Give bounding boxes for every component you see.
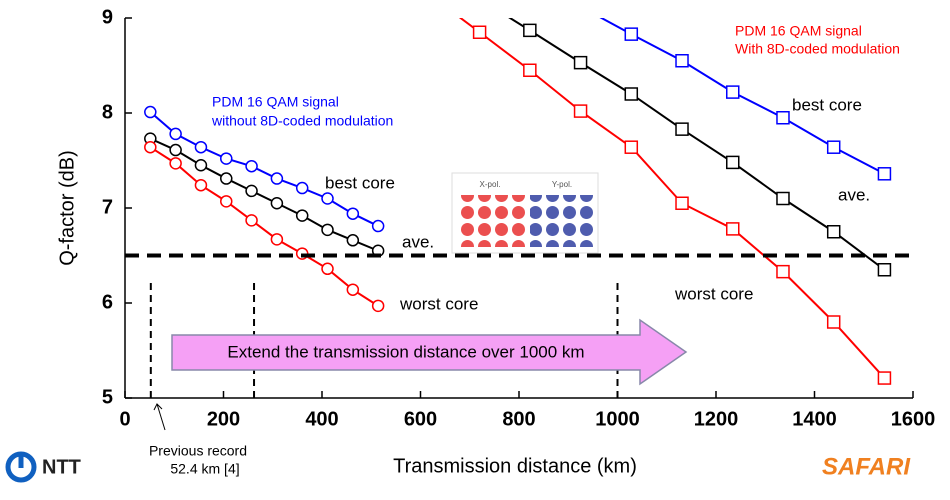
y-tick-label: 8 — [102, 101, 113, 123]
annotation: 52.4 km [4] — [170, 461, 239, 477]
point — [725, 222, 740, 236]
point — [220, 152, 233, 165]
point — [169, 127, 182, 141]
point — [877, 263, 892, 277]
point — [877, 167, 892, 181]
point — [144, 140, 157, 154]
point — [346, 283, 360, 296]
point — [245, 159, 258, 173]
point — [826, 315, 841, 329]
x-tick-label: 1600 — [891, 408, 936, 430]
point — [194, 140, 208, 154]
annotation: PDM 16 QAM signal — [212, 94, 339, 110]
arrow — [171, 318, 688, 386]
point — [826, 225, 841, 239]
inset-label: X-pol. — [480, 180, 501, 189]
point — [624, 27, 639, 41]
y-tick-label: 6 — [102, 291, 113, 313]
point — [321, 192, 334, 205]
point — [573, 104, 588, 118]
point — [675, 122, 689, 136]
inset-label: Y-pol. — [552, 180, 572, 189]
point — [220, 195, 233, 208]
plot-layer: 5 6 7 8 9 0 200 400 600 800 1000 1200 1400 1600 — [102, 0, 936, 430]
y-tick-label: 5 — [102, 386, 113, 408]
point — [725, 155, 740, 170]
x-tick-label: 600 — [404, 408, 437, 430]
point — [573, 55, 588, 70]
point — [826, 140, 841, 154]
x-tick-label: 200 — [207, 408, 240, 430]
x-tick-label: 1400 — [792, 408, 837, 430]
point — [523, 23, 537, 38]
x-axis-title: Transmission distance (km) — [393, 455, 637, 477]
x-pol-constellation — [458, 195, 526, 247]
x-tick-label: 1000 — [595, 408, 640, 430]
point — [144, 105, 157, 119]
point — [877, 371, 892, 385]
annotation: With 8D-coded modulation — [735, 41, 900, 57]
point — [346, 234, 360, 247]
x-tick-label: 0 — [119, 408, 130, 430]
point — [194, 159, 208, 172]
point — [245, 214, 258, 227]
point — [575, 1, 587, 13]
annotation: without 8D-coded modulation — [211, 113, 393, 129]
series-layer — [144, 0, 892, 385]
annotation: best core — [325, 173, 395, 192]
y-tick-label: 9 — [102, 6, 113, 28]
point — [371, 299, 385, 313]
annotation: ave. — [838, 185, 870, 204]
logo: SAFARI — [822, 453, 911, 480]
annotation: worst core — [674, 284, 753, 303]
point — [295, 209, 309, 222]
point — [169, 143, 182, 157]
point — [220, 172, 233, 185]
y-pol-constellation — [530, 195, 596, 247]
y-axis-title: Q-factor (dB) — [56, 150, 78, 266]
annotation: best core — [792, 95, 862, 114]
point — [194, 178, 208, 192]
point — [472, 25, 487, 39]
point — [624, 87, 639, 101]
series-line — [149, 137, 379, 252]
point — [270, 233, 284, 246]
pointer-head — [153, 403, 163, 411]
annotation: Previous record — [149, 443, 247, 459]
y-tick-label: 7 — [102, 196, 113, 218]
x-tick-label: 800 — [502, 408, 535, 430]
pointer — [156, 403, 166, 431]
point — [270, 172, 284, 185]
series-line — [149, 111, 379, 227]
point — [169, 157, 182, 170]
point — [321, 262, 334, 276]
point — [346, 207, 360, 220]
x-tick-label: 1200 — [694, 408, 739, 430]
point — [245, 184, 258, 198]
series-line — [458, 18, 886, 379]
point — [321, 223, 334, 237]
annotation: worst core — [399, 294, 478, 313]
point — [776, 191, 790, 206]
point — [675, 54, 689, 68]
point — [270, 197, 284, 210]
point — [295, 181, 309, 195]
point — [624, 140, 639, 154]
annotation: PDM 16 QAM signal — [735, 23, 862, 39]
annotation: ave. — [402, 232, 434, 251]
point — [776, 111, 790, 125]
point — [725, 85, 740, 99]
point — [474, 0, 486, 5]
x-tick-label: 400 — [305, 408, 338, 430]
point — [371, 219, 385, 233]
point — [776, 264, 790, 279]
point — [675, 196, 689, 210]
point — [523, 63, 537, 77]
logo: NTT — [42, 456, 81, 478]
series-line — [149, 146, 379, 307]
arrow-text: Extend the transmission distance over 10… — [227, 342, 584, 361]
